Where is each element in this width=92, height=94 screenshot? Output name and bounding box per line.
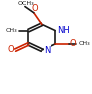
Text: O: O	[70, 39, 76, 48]
Text: N: N	[44, 46, 50, 55]
Text: NH: NH	[57, 26, 70, 35]
Text: OCH₃: OCH₃	[17, 1, 34, 6]
Text: O: O	[31, 4, 38, 13]
Text: O: O	[8, 45, 14, 54]
Text: CH₃: CH₃	[78, 41, 90, 46]
Text: CH₃: CH₃	[5, 28, 17, 33]
